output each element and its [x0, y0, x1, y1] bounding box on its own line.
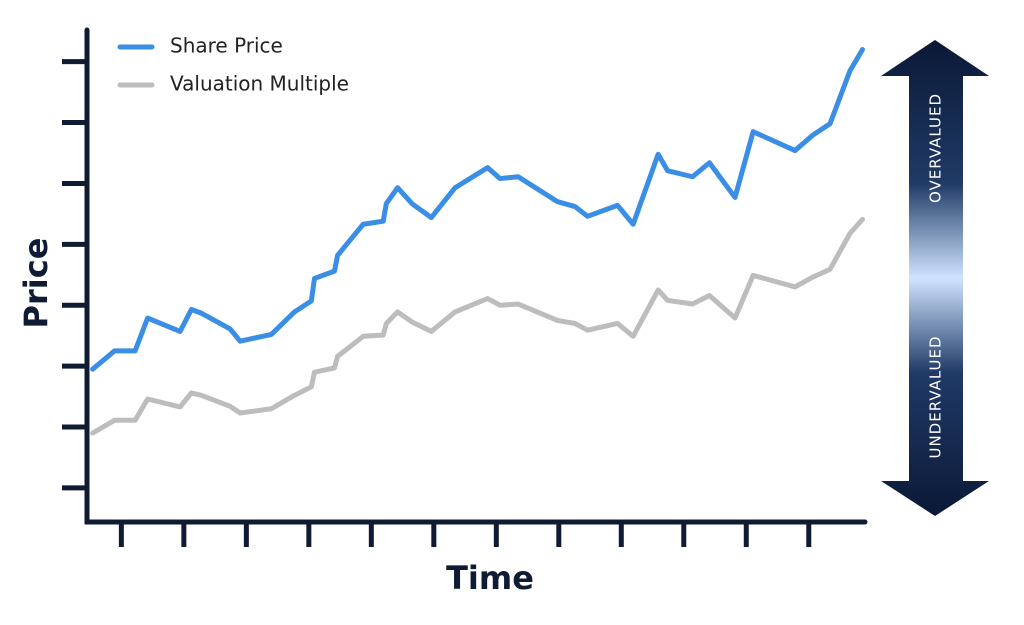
overvalued-label: OVERVALUED: [927, 93, 945, 203]
legend-label: Share Price: [170, 34, 283, 58]
x-axis-label: Time: [446, 559, 534, 597]
axes: [84, 27, 868, 525]
series-line: [90, 216, 865, 436]
valuation-arrow: [881, 40, 989, 516]
series-line: [90, 46, 865, 372]
undervalued-label: UNDERVALUED: [927, 335, 945, 458]
legend-label: Valuation Multiple: [170, 72, 349, 96]
y-axis-label: Price: [17, 238, 55, 329]
